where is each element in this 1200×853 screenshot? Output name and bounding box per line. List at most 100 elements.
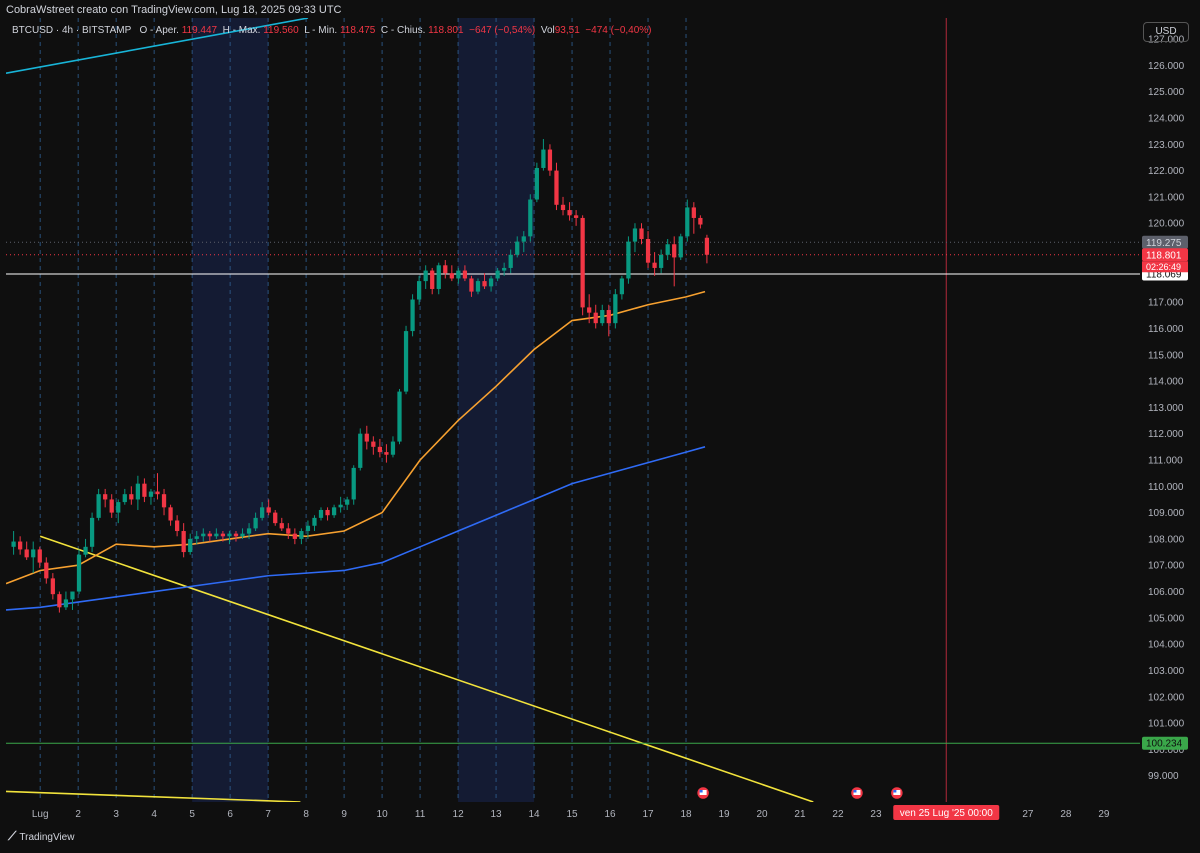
y-tick-label: 125.000 [1148, 87, 1185, 98]
candle-body [639, 228, 644, 239]
candle-body [135, 483, 140, 500]
candle-body [31, 549, 36, 558]
candle-body [305, 525, 311, 532]
price-mark-label: 118.801 [1146, 250, 1182, 261]
attribution-text: CobraWstreet creato con TradingView.com,… [6, 4, 342, 16]
candle-body [560, 204, 566, 211]
low-value: 118.475 [339, 25, 376, 36]
flag-glyph-icon [893, 790, 901, 795]
y-tick-label: 112.000 [1148, 429, 1184, 440]
candle-body [652, 262, 657, 268]
x-tick-label: 27 [1022, 809, 1034, 820]
candle-body [207, 533, 212, 537]
candle-body [443, 265, 448, 274]
candle-body [194, 536, 199, 539]
low-label: L - Min. [304, 25, 338, 36]
close-label: C - Chius. [380, 25, 426, 36]
candle-body [430, 270, 435, 289]
x-tick-label: 16 [604, 809, 616, 820]
candle-body [593, 312, 598, 324]
candle-body [201, 533, 206, 537]
candle-body [122, 494, 127, 503]
x-tick-label: 6 [227, 809, 233, 820]
candle-body [286, 528, 291, 534]
flag-glyph-icon [699, 790, 707, 795]
plot-group [6, 18, 1140, 802]
candle-body [142, 483, 147, 497]
candle-body [632, 228, 638, 242]
candle-body [488, 278, 494, 287]
candle-body [462, 270, 468, 279]
flag-glyph-icon [853, 790, 861, 795]
y-tick-label: 113.000 [1148, 403, 1184, 414]
y-tick-label: 108.000 [1148, 534, 1185, 545]
candle-body [214, 533, 219, 537]
candle-body [168, 507, 173, 521]
high-label: H - Max. [222, 25, 261, 36]
candle-body [600, 310, 605, 324]
candle-body [109, 499, 114, 513]
tradingview-brand[interactable]: ⟋ TradingView [8, 829, 74, 844]
candle-body [233, 533, 239, 537]
x-tick-label: 17 [642, 809, 654, 820]
candle-body [449, 273, 454, 279]
candle-body [567, 210, 572, 216]
x-tick-label: 2 [75, 809, 81, 820]
y-tick-label: 120.000 [1148, 219, 1185, 230]
candle-body [410, 299, 415, 332]
y-tick-label: 109.000 [1148, 508, 1185, 519]
x-tick-label: 7 [265, 809, 271, 820]
candle-body [691, 207, 696, 218]
y-tick-label: 105.000 [1148, 613, 1185, 624]
candle-body [384, 452, 389, 455]
currency-button[interactable]: USD [1143, 22, 1189, 42]
candle-body [416, 281, 422, 300]
y-tick-label: 103.000 [1148, 666, 1185, 677]
open-value: 119.447 [181, 25, 218, 36]
symbol-legend: BTCUSD · 4h · BITSTAMP O - Aper. 119.447… [12, 25, 652, 36]
candle-body [358, 433, 363, 468]
candle-body [338, 504, 343, 508]
y-tick-label: 122.000 [1148, 166, 1185, 177]
candle-body [397, 391, 402, 442]
flag-canton-icon [699, 790, 703, 793]
candle-body [50, 578, 55, 595]
candle-body [325, 509, 330, 516]
candle-body [672, 244, 677, 258]
candle-body [129, 494, 134, 500]
symbol-label: BTCUSD · 4h · BITSTAMP [12, 25, 132, 36]
close-value: 118.801 [428, 25, 464, 36]
x-tick-label: 5 [189, 809, 195, 820]
candle-body [456, 270, 461, 279]
candle-body [18, 541, 23, 550]
horizontal-level-label: 100.234 [1146, 739, 1183, 750]
candle-body [103, 494, 108, 500]
x-tick-label: 29 [1098, 809, 1110, 820]
y-tick-label: 123.000 [1148, 140, 1185, 151]
high-value: 119.560 [263, 25, 299, 36]
y-tick-label: 127.000 [1148, 35, 1185, 46]
vol-label: Vol [540, 25, 555, 36]
candle-body [645, 238, 651, 263]
x-tick-label: 18 [680, 809, 692, 820]
y-tick-label: 115.000 [1148, 350, 1184, 361]
trendline-1 [39, 535, 814, 802]
y-tick-label: 102.000 [1148, 692, 1185, 703]
candle-body [11, 541, 16, 547]
candle-body [469, 278, 474, 292]
horizontal-level-label: 118.069 [1146, 270, 1182, 281]
horizontal-level-box [1142, 736, 1188, 750]
candle-body [541, 149, 546, 168]
candle-body [266, 507, 271, 513]
x-tick-label: 20 [756, 809, 768, 820]
candle-body [390, 441, 396, 455]
candle-body [240, 533, 245, 537]
y-tick-label: 110.000 [1148, 482, 1184, 493]
candle-body [148, 491, 154, 497]
candle-body [181, 531, 186, 553]
vol-value: 93,51 [554, 25, 580, 36]
candle-body [371, 441, 376, 447]
x-tick-label: 9 [341, 809, 347, 820]
